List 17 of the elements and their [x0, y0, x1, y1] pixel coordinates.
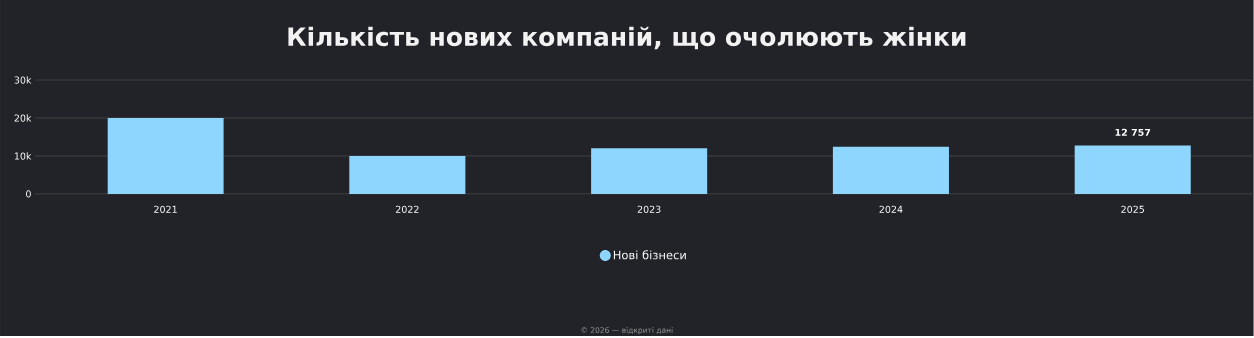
y-tick-label: 0 [26, 190, 31, 198]
bar [107, 118, 224, 195]
bar [832, 146, 949, 195]
bar [591, 148, 708, 195]
y-tick-label: 10k [14, 152, 32, 160]
bar [1074, 145, 1191, 195]
x-tick-label: 2025 [1121, 205, 1144, 214]
x-tick-label: 2024 [879, 205, 903, 214]
x-tick-label: 2022 [395, 205, 419, 214]
x-tick-label: 2021 [154, 205, 177, 214]
y-tick-label: 20k [14, 114, 32, 122]
x-tick-label: 2023 [637, 205, 661, 214]
y-tick-label: 30k [14, 76, 32, 84]
bar [349, 156, 466, 195]
legend-label: Нові бізнеси [613, 250, 686, 260]
data-label: 12 757 [1115, 128, 1151, 137]
chart-title: Кількість нових компаній, що очолюють жінки [288, 26, 966, 50]
